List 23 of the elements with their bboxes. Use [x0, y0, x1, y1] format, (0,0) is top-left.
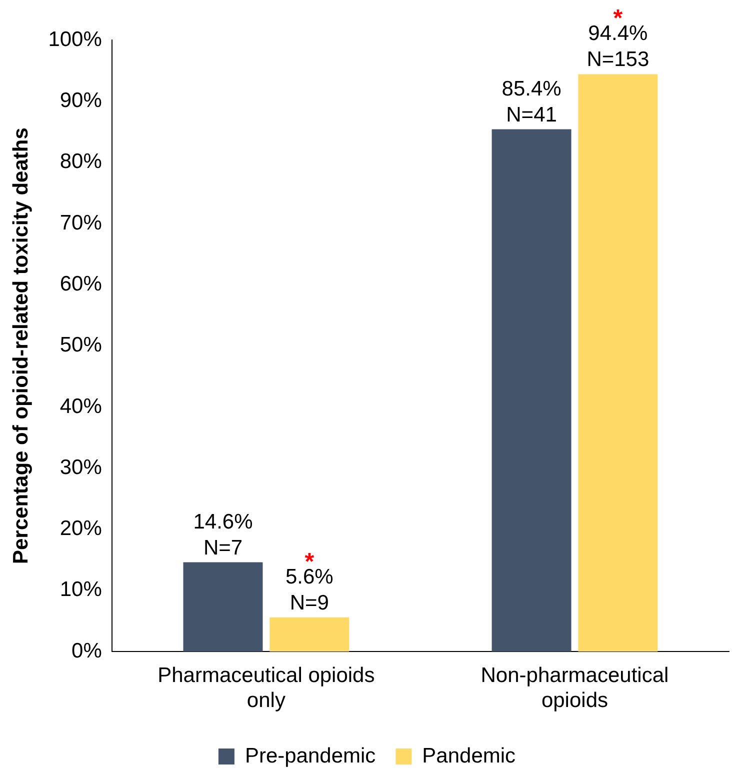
data-label: 85.4% N=41 — [502, 77, 562, 126]
bar — [578, 74, 658, 652]
y-tick-label: 40% — [60, 394, 102, 418]
legend-label: Pre-pandemic — [244, 744, 376, 768]
y-tick-label: 100% — [48, 28, 102, 51]
y-axis-title: Percentage of opioid-related toxicity deaths — [9, 128, 32, 564]
y-tick-label: 50% — [60, 334, 102, 357]
legend-label: Pandemic — [422, 744, 516, 768]
y-tick-label: 60% — [60, 272, 102, 296]
y-tick-label: 30% — [60, 456, 102, 479]
y-tick-label: 90% — [60, 88, 102, 112]
y-tick-label: 80% — [60, 150, 102, 174]
y-tick-label: 20% — [60, 517, 102, 540]
bar — [270, 617, 350, 652]
y-tick-label: 10% — [60, 578, 102, 602]
data-label: 14.6% N=7 — [193, 510, 253, 560]
x-tick-label: Non-pharmaceutical opioids — [480, 664, 669, 712]
bar — [183, 562, 263, 652]
y-tick-label: 70% — [60, 211, 102, 234]
data-label: 94.4% N=153 — [586, 22, 650, 72]
y-tick-label: 0% — [72, 639, 102, 662]
bar — [492, 129, 572, 652]
x-tick-label: Pharmaceutical opioids only — [158, 664, 375, 712]
